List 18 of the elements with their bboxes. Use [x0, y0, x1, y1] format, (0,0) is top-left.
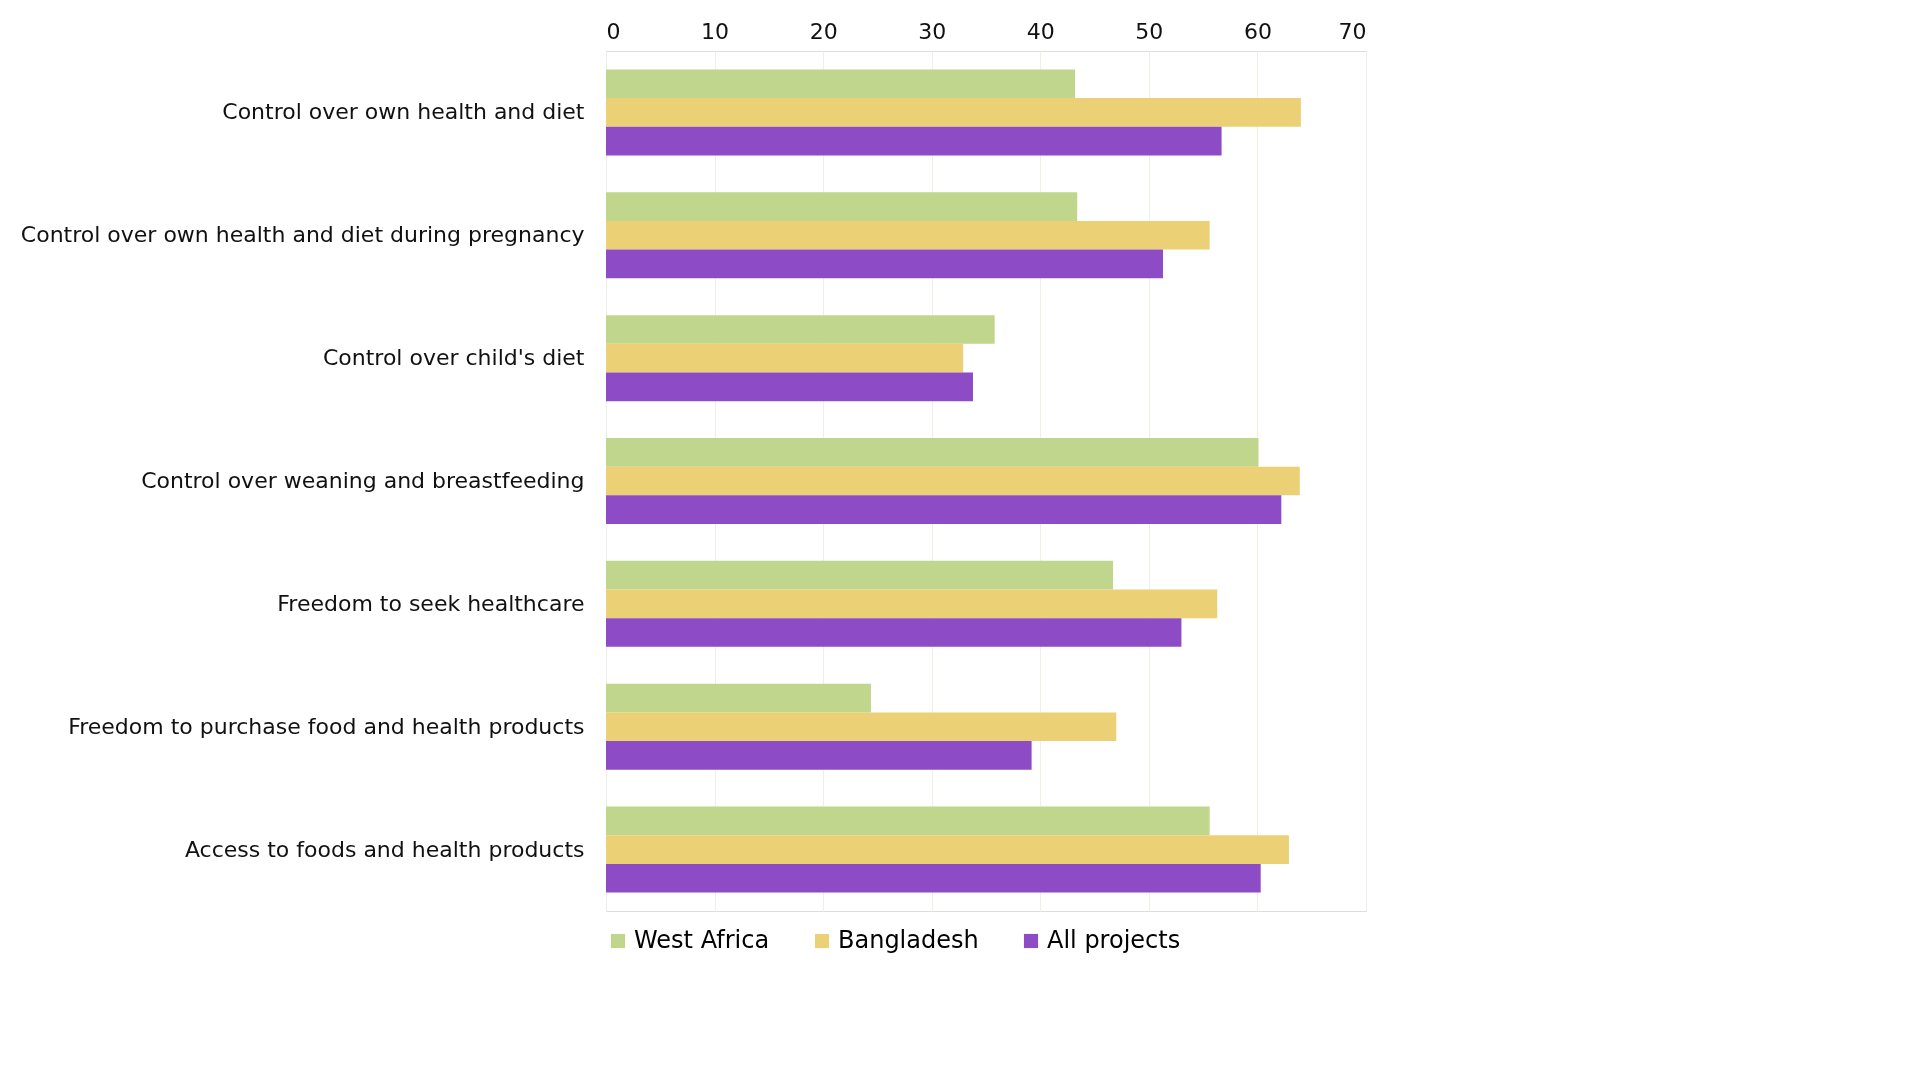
x-tick-label: 70 [1338, 18, 1367, 44]
x-tick-label: 40 [1026, 18, 1055, 44]
y-tick-label: Control over weaning and breastfeeding [141, 468, 585, 493]
legend-label: All projects [1047, 926, 1181, 954]
y-tick-label: Access to foods and health products [184, 836, 585, 862]
y-tick-label: Control over own health and diet [222, 99, 585, 125]
y-tick-label: Control over own health and diet during pregnancy [20, 222, 585, 248]
x-tick-label: 20 [809, 18, 838, 44]
x-tick-label: 10 [701, 18, 730, 44]
x-tick-label: 30 [918, 18, 947, 44]
x-tick-label: 0 [606, 18, 621, 44]
y-tick-label: Control over child's diet [322, 345, 585, 371]
x-tick-label: 60 [1243, 18, 1272, 44]
y-tick-label: Freedom to purchase food and health products [68, 713, 585, 739]
y-tick-label: Freedom to seek healthcare [277, 590, 585, 616]
legend-label: Bangladesh [838, 926, 979, 954]
legend-label: West Africa [634, 926, 770, 954]
x-tick-label: 50 [1135, 18, 1164, 44]
